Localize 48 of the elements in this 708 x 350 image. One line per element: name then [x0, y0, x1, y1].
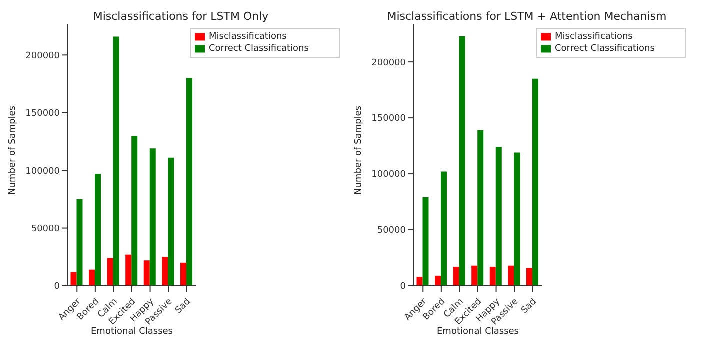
bar [95, 174, 102, 286]
legend-label: Misclassifications [555, 32, 633, 42]
bar [186, 78, 192, 286]
bar [508, 266, 514, 286]
y-tick-label: 100000 [372, 170, 406, 180]
y-tick-label: 200000 [372, 58, 406, 68]
bar [70, 272, 77, 286]
bar [441, 172, 448, 286]
bar [162, 257, 168, 286]
x-axis-title: Emotional Classes [437, 327, 520, 337]
chart-title: Misclassifications for LSTM + Attention Mechanism [386, 10, 668, 23]
bar [180, 262, 186, 286]
bar [144, 260, 150, 286]
y-tick-label: 50000 [377, 226, 406, 236]
y-tick-label: 0 [400, 282, 406, 292]
bar [526, 268, 532, 286]
y-tick-label: 50000 [31, 224, 60, 234]
bar [126, 254, 132, 286]
bar [150, 148, 156, 286]
bar [168, 158, 174, 286]
bar [472, 266, 478, 286]
bar [514, 152, 520, 286]
bar [496, 147, 502, 286]
legend-label: Correct Classifications [209, 44, 309, 54]
bar [435, 276, 442, 286]
y-tick-label: 200000 [26, 51, 60, 62]
y-axis-title: Number of Samples [8, 106, 18, 195]
bar [459, 36, 466, 286]
bar [422, 198, 429, 286]
bar [132, 136, 138, 286]
bar [416, 277, 423, 286]
bar [89, 270, 96, 286]
bar [532, 78, 538, 286]
chart-title: Misclassifications for LSTM Only [92, 10, 270, 23]
bar [453, 266, 460, 286]
legend-label: Correct Classifications [555, 44, 655, 54]
y-tick-label: 150000 [372, 114, 406, 124]
y-axis-title: Number of Samples [354, 106, 364, 195]
legend-label: Misclassifications [209, 32, 287, 42]
x-axis-title: Emotional Classes [91, 327, 174, 337]
y-tick-label: 150000 [26, 109, 60, 120]
bar [478, 130, 484, 286]
bar [490, 266, 496, 286]
bar [76, 199, 83, 286]
y-tick-label: 0 [54, 282, 60, 292]
y-tick-label: 100000 [26, 166, 60, 177]
bar [107, 258, 114, 286]
bar [113, 36, 120, 286]
